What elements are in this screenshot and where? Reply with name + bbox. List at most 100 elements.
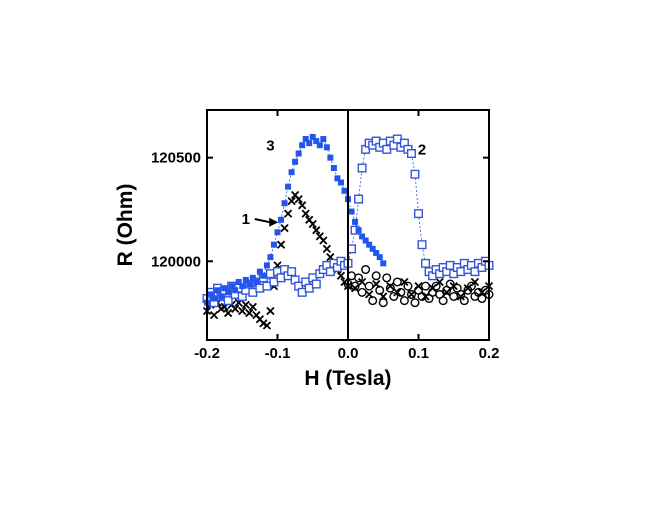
data-point	[336, 271, 346, 280]
data-point	[274, 229, 281, 236]
arrow-head	[269, 217, 279, 227]
data-point	[319, 236, 328, 245]
data-point	[361, 265, 371, 275]
data-point	[245, 308, 254, 318]
data-point	[214, 287, 221, 294]
data-point	[368, 296, 378, 306]
data-point	[357, 287, 367, 297]
data-point	[337, 179, 344, 186]
data-point	[365, 290, 374, 299]
data-point	[400, 277, 409, 287]
data-point	[285, 183, 292, 190]
tick-layer: -0.2 -0.1 0.0 0.1 0.2 120000 120500	[151, 110, 499, 362]
data-point	[364, 281, 374, 291]
data-point	[323, 144, 330, 151]
data-point	[477, 294, 487, 304]
y-tick-label: 120000	[151, 253, 201, 270]
data-point	[270, 241, 277, 248]
series-s1	[202, 190, 353, 330]
data-point	[431, 281, 441, 291]
data-point	[355, 227, 362, 234]
data-point	[414, 281, 423, 291]
data-point	[354, 194, 364, 204]
data-point	[292, 158, 299, 165]
curve-label-1: 1	[242, 211, 250, 228]
data-point	[372, 279, 381, 289]
data-point	[309, 133, 316, 140]
data-point	[231, 304, 240, 314]
data-point	[466, 281, 476, 291]
y-axis-title: R (Ohm)	[114, 184, 137, 267]
data-point	[407, 290, 416, 299]
data-point	[218, 293, 225, 300]
data-point	[246, 281, 253, 288]
data-point	[463, 284, 472, 293]
data-point	[435, 277, 444, 287]
data-point	[348, 208, 355, 215]
data-point	[235, 278, 242, 285]
x-tick-label: -0.1	[265, 345, 291, 362]
data-point	[312, 226, 321, 235]
curve-label-2: 2	[418, 142, 426, 159]
data-point	[410, 169, 420, 179]
data-point	[414, 209, 424, 219]
data-point	[299, 142, 306, 149]
x-tick-label: 0.0	[338, 345, 359, 362]
data-point	[316, 142, 323, 149]
data-point	[249, 274, 256, 281]
data-point	[322, 244, 331, 253]
data-point	[421, 281, 431, 291]
annotation-layer: 1 2 3	[242, 137, 427, 228]
data-point	[410, 298, 420, 308]
x-tick-label: 0.1	[408, 345, 429, 362]
data-point	[295, 150, 302, 157]
data-point	[288, 169, 295, 176]
data-point	[327, 154, 334, 161]
data-point	[399, 296, 409, 306]
data-point	[470, 277, 480, 287]
series-s1-right-x	[350, 277, 494, 301]
data-point	[357, 163, 367, 173]
data-point	[350, 284, 360, 293]
data-point	[392, 277, 402, 287]
data-point	[283, 209, 293, 218]
data-point	[248, 302, 257, 311]
data-point	[334, 175, 341, 182]
data-point	[382, 273, 392, 283]
data-point	[320, 136, 327, 143]
data-point	[385, 283, 395, 293]
data-point	[224, 308, 233, 318]
data-point	[302, 136, 309, 143]
data-point	[417, 240, 427, 250]
data-point	[442, 288, 451, 297]
data-point	[369, 245, 376, 252]
data-point	[287, 197, 296, 206]
data-point	[477, 288, 487, 297]
data-point	[260, 272, 267, 279]
data-point	[207, 291, 214, 298]
data-point	[438, 296, 448, 306]
y-tick-label: 120500	[151, 150, 201, 167]
data-point	[379, 292, 388, 301]
data-point	[313, 138, 320, 145]
data-point	[406, 149, 416, 159]
data-point	[311, 279, 321, 289]
data-point	[278, 216, 285, 223]
data-point	[389, 291, 399, 301]
data-point	[225, 289, 232, 296]
data-point	[232, 287, 239, 294]
data-point	[298, 201, 307, 210]
data-point	[366, 241, 373, 248]
arrow-line	[254, 217, 271, 224]
data-point	[294, 194, 303, 204]
data-point	[393, 288, 402, 297]
data-point	[221, 285, 228, 292]
data-point	[359, 233, 366, 240]
data-point	[280, 223, 289, 233]
data-point	[306, 140, 313, 147]
data-point	[239, 283, 246, 290]
data-point	[228, 283, 235, 290]
x-axis-title: H (Tesla)	[304, 367, 391, 390]
data-point	[256, 268, 263, 275]
